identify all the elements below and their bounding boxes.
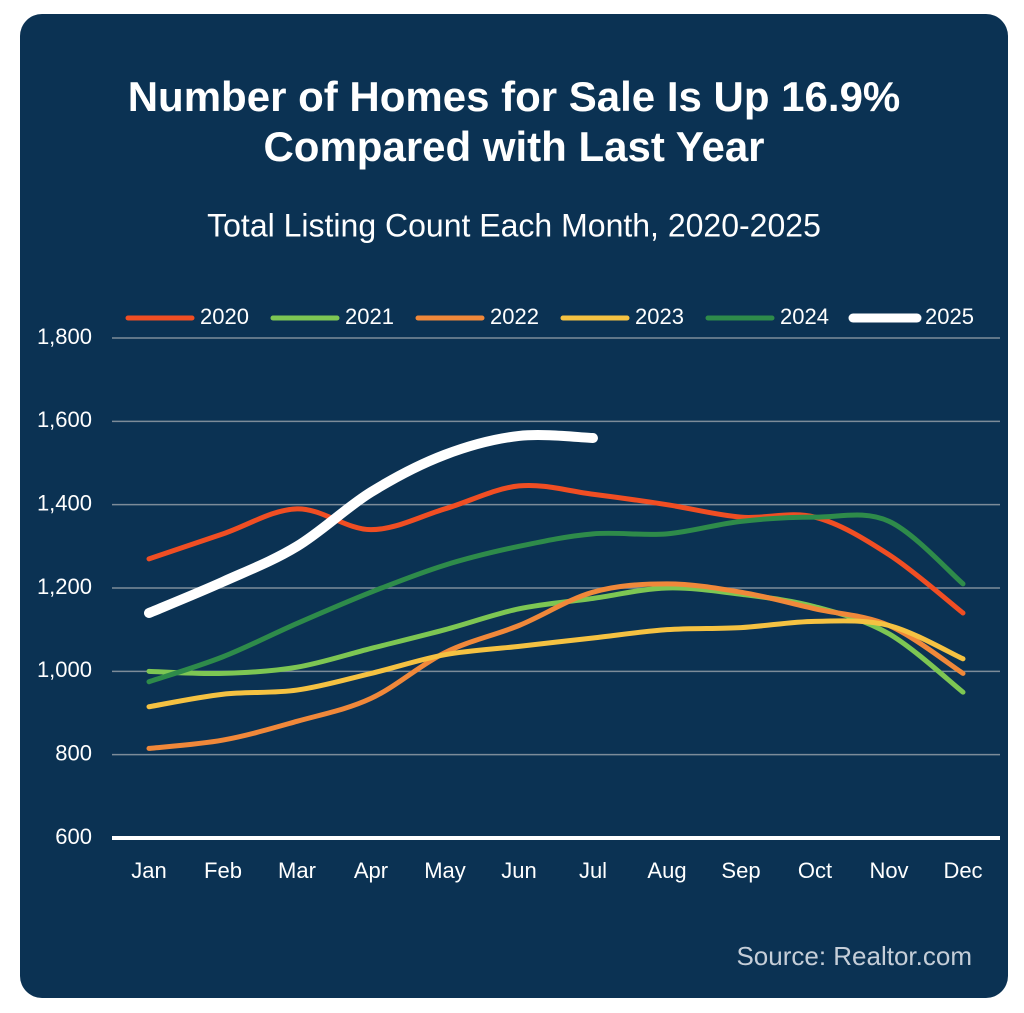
x-tick-label: Jun [501, 858, 536, 883]
series-line [146, 618, 966, 710]
chart-subtitle: Total Listing Count Each Month, 2020-202… [207, 207, 821, 243]
source: Source: Realtor.com [736, 941, 972, 971]
legend-label: 2022 [490, 304, 539, 329]
legend-label: 2023 [635, 304, 684, 329]
series-line [146, 482, 966, 616]
x-tick-label: Nov [869, 858, 908, 883]
background [20, 14, 1008, 998]
y-tick-label: 1,000 [37, 657, 92, 682]
x-tick-label: Apr [354, 858, 388, 883]
y-tick-label: 1,200 [37, 574, 92, 599]
y-tick-label: 1,800 [37, 324, 92, 349]
x-tick-label: Jul [579, 858, 607, 883]
y-tick-label: 800 [55, 740, 92, 765]
series-line [144, 430, 598, 618]
y-tick-label: 600 [55, 824, 92, 849]
y-tick-label: 1,600 [37, 407, 92, 432]
x-tick-label: May [424, 858, 466, 883]
x-tick-label: Feb [204, 858, 242, 883]
x-tick-label: Sep [721, 858, 760, 883]
chart-title: Compared with Last Year [263, 123, 764, 170]
x-tick-label: Aug [647, 858, 686, 883]
x-tick-label: Mar [278, 858, 316, 883]
legend-label: 2020 [200, 304, 249, 329]
x-tick-label: Oct [798, 858, 832, 883]
legend-label: 2021 [345, 304, 394, 329]
series-line [146, 581, 966, 751]
x-tick-label: Dec [943, 858, 982, 883]
chart-title: Number of Homes for Sale Is Up 16.9% [128, 73, 901, 120]
legend-label: 2024 [780, 304, 829, 329]
series-line [146, 512, 966, 685]
x-tick-label: Jan [131, 858, 166, 883]
y-tick-label: 1,400 [37, 490, 92, 515]
legend-label: 2025 [925, 304, 974, 329]
